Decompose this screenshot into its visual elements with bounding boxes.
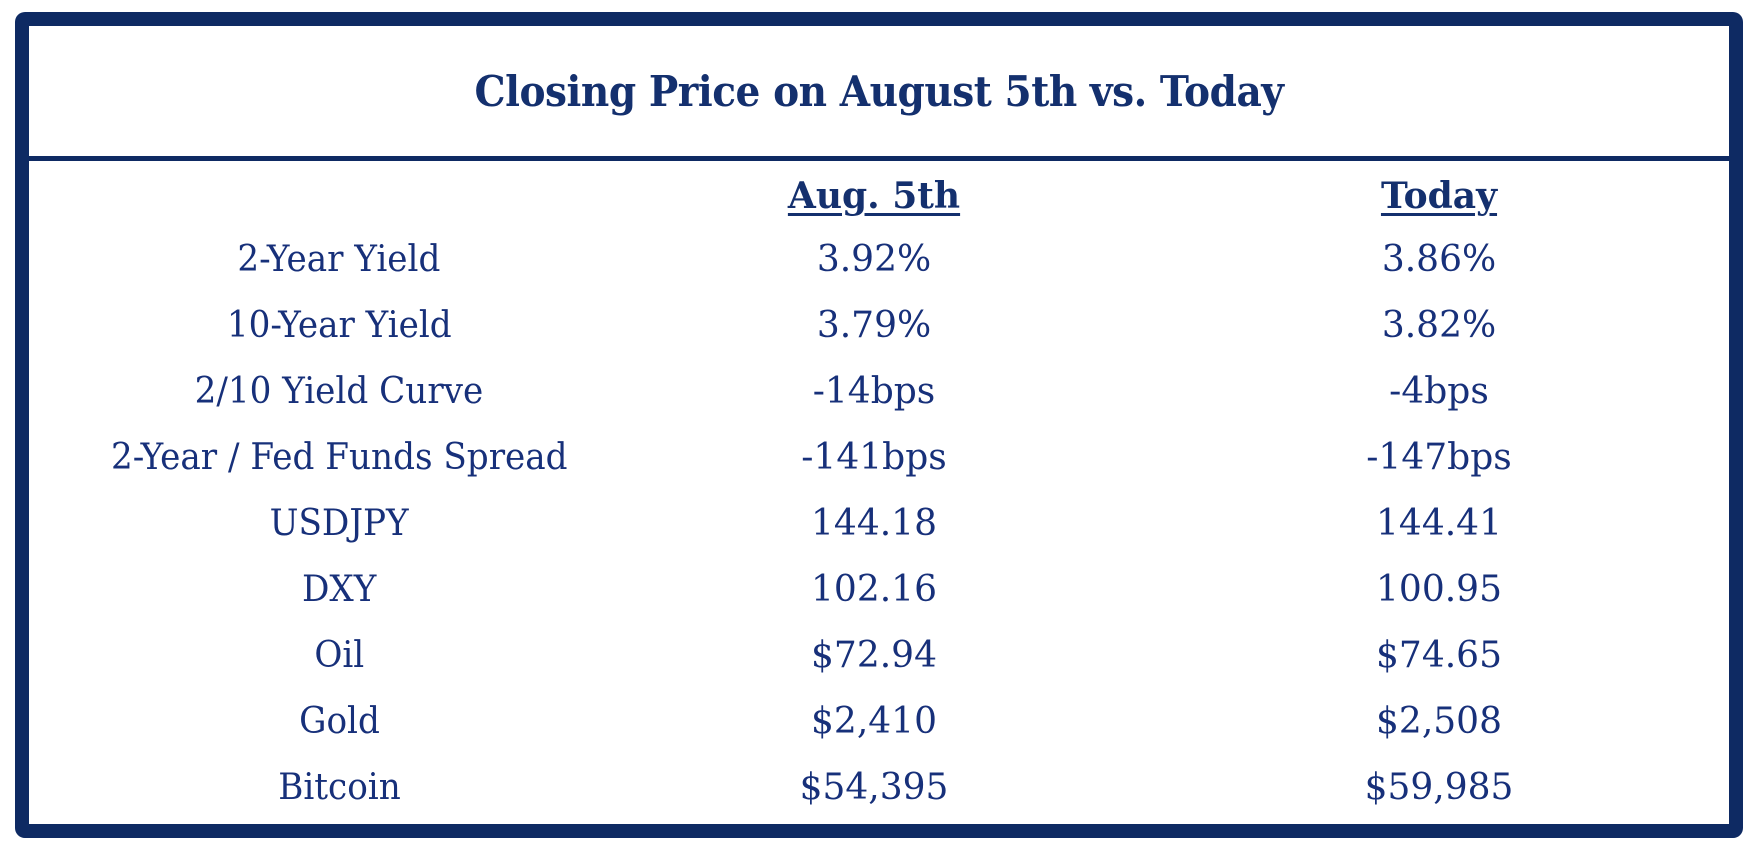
row-label-text: Gold bbox=[298, 700, 380, 742]
table-row: 10-Year Yield 3.79% 3.82% bbox=[29, 292, 1729, 358]
row-label: Oil bbox=[59, 622, 619, 688]
today-value: -4bps bbox=[1389, 370, 1489, 412]
table-frame: Closing Price on August 5th vs. Today Au… bbox=[15, 12, 1743, 838]
row-label: 2-Year Yield bbox=[59, 226, 619, 292]
row-label: 2-Year / Fed Funds Spread bbox=[59, 424, 619, 490]
row-label: DXY bbox=[59, 556, 619, 622]
header-aug5-cell: Aug. 5th bbox=[669, 166, 1079, 226]
row-label-text: 2-Year / Fed Funds Spread bbox=[110, 436, 568, 478]
table-row: USDJPY 144.18 144.41 bbox=[29, 490, 1729, 556]
row-label-text: USDJPY bbox=[269, 502, 409, 544]
row-label: Bitcoin bbox=[59, 754, 619, 820]
table-row: Oil $72.94 $74.65 bbox=[29, 622, 1729, 688]
title-bar: Closing Price on August 5th vs. Today bbox=[29, 26, 1729, 161]
aug5-value: 3.79% bbox=[816, 304, 932, 346]
aug5-value: 102.16 bbox=[811, 568, 937, 610]
table-row: 2-Year Yield 3.92% 3.86% bbox=[29, 226, 1729, 292]
today-value: 3.86% bbox=[1381, 238, 1497, 280]
table-row: Gold $2,410 $2,508 bbox=[29, 688, 1729, 754]
aug5-value: $72.94 bbox=[811, 634, 937, 676]
aug5-value: 3.92% bbox=[816, 238, 932, 280]
row-label-text: 10-Year Yield bbox=[226, 304, 452, 346]
aug5-value: -14bps bbox=[812, 370, 936, 412]
row-label-text: Oil bbox=[314, 634, 364, 676]
row-label: 2/10 Yield Curve bbox=[59, 358, 619, 424]
today-value: 3.82% bbox=[1381, 304, 1497, 346]
today-value: -147bps bbox=[1366, 436, 1512, 478]
table-row: 2-Year / Fed Funds Spread -141bps -147bp… bbox=[29, 424, 1729, 490]
row-label-text: 2-Year Yield bbox=[237, 238, 441, 280]
comparison-table: Aug. 5th Today 2-Year Yield 3.92% 3.86% … bbox=[29, 166, 1729, 820]
table-row: DXY 102.16 100.95 bbox=[29, 556, 1729, 622]
today-value: $74.65 bbox=[1376, 634, 1502, 676]
table-row: 2/10 Yield Curve -14bps -4bps bbox=[29, 358, 1729, 424]
row-label-text: Bitcoin bbox=[277, 766, 401, 808]
aug5-value: -141bps bbox=[801, 436, 947, 478]
header-row: Aug. 5th Today bbox=[29, 166, 1729, 226]
today-value: 144.41 bbox=[1376, 502, 1502, 544]
header-aug5: Aug. 5th bbox=[787, 175, 961, 217]
today-value: 100.95 bbox=[1376, 568, 1502, 610]
row-label: 10-Year Yield bbox=[59, 292, 619, 358]
header-label-column bbox=[59, 166, 619, 226]
today-value: $2,508 bbox=[1376, 700, 1502, 742]
aug5-value: $2,410 bbox=[811, 700, 937, 742]
today-value: $59,985 bbox=[1364, 766, 1514, 808]
row-label: Gold bbox=[59, 688, 619, 754]
row-label-text: DXY bbox=[301, 568, 377, 610]
row-label: USDJPY bbox=[59, 490, 619, 556]
header-today-cell: Today bbox=[1234, 166, 1644, 226]
table-title: Closing Price on August 5th vs. Today bbox=[474, 66, 1284, 116]
aug5-value: 144.18 bbox=[811, 502, 937, 544]
table-row: Bitcoin $54,395 $59,985 bbox=[29, 754, 1729, 820]
header-today: Today bbox=[1380, 175, 1498, 217]
row-label-text: 2/10 Yield Curve bbox=[194, 370, 484, 412]
aug5-value: $54,395 bbox=[799, 766, 949, 808]
